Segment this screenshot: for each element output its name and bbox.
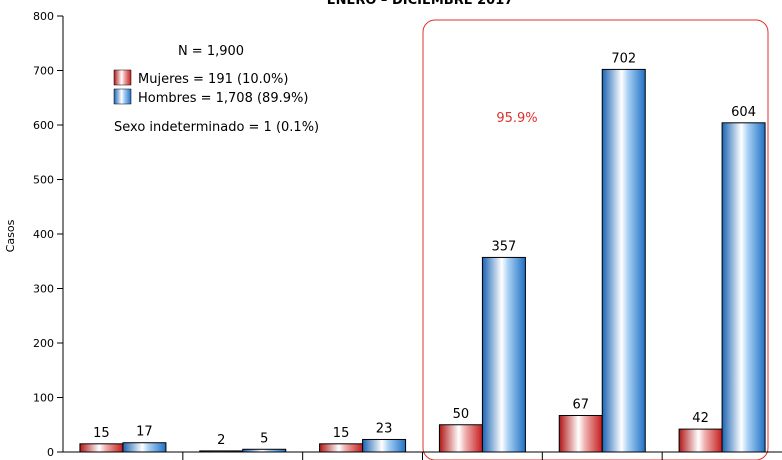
bar-labels: 15 2 15 50 67 42 17 5 23 357 702 604: [93, 51, 756, 448]
bar-label-hombres-3: 357: [492, 239, 517, 254]
bar-hombres-2: [362, 438, 407, 453]
bar-mujeres-5: [678, 428, 723, 453]
bar-label-hombres-2: 23: [376, 421, 393, 436]
bar-hombres-0: [122, 442, 167, 453]
y-ticks: 0 100 200 300 400 500 600 700 800: [33, 10, 63, 459]
bar-label-mujeres-3: 50: [453, 407, 470, 422]
total-annotation: N = 1,900: [178, 44, 244, 59]
y-tick-label: 700: [33, 65, 54, 78]
bar-label-mujeres-4: 67: [572, 397, 589, 412]
bar-label-hombres-0: 17: [136, 425, 153, 440]
legend-label-hombres: Hombres = 1,708 (89.9%): [138, 91, 308, 106]
y-tick-label: 800: [33, 10, 54, 23]
legend-swatch-hombres: [113, 88, 132, 105]
bar-label-mujeres-2: 15: [333, 426, 350, 441]
bar-hombres-1: [242, 448, 287, 453]
bar-label-mujeres-0: 15: [93, 426, 110, 441]
y-tick-label: 500: [33, 174, 54, 187]
y-tick-label: 400: [33, 228, 54, 241]
y-tick-label: 0: [47, 446, 54, 459]
bars: [79, 68, 766, 453]
bar-mujeres-1: [199, 450, 244, 453]
bar-label-hombres-4: 702: [611, 51, 636, 66]
y-tick-label: 600: [33, 119, 54, 132]
chart-title: ENERO – DICIEMBRE 2017: [327, 0, 514, 8]
highlight-percent: 95.9%: [496, 111, 537, 126]
y-axis-label: Casos: [4, 219, 17, 252]
bar-label-mujeres-5: 42: [692, 411, 709, 426]
bar-mujeres-4: [558, 414, 603, 453]
bar-label-hombres-5: 604: [731, 105, 756, 120]
bar-hombres-5: [721, 122, 766, 453]
bar-mujeres-2: [319, 443, 364, 453]
bar-mujeres-3: [438, 424, 483, 453]
legend-swatch-mujeres: [113, 69, 132, 86]
indeterminado-annotation: Sexo indeterminado = 1 (0.1%): [114, 120, 319, 135]
y-tick-label: 200: [33, 337, 54, 350]
bar-hombres-4: [601, 68, 646, 453]
bar-label-hombres-1: 5: [260, 431, 268, 446]
bar-hombres-3: [481, 256, 526, 453]
y-tick-label: 100: [33, 392, 54, 405]
bar-label-mujeres-1: 2: [217, 433, 225, 448]
y-tick-label: 300: [33, 283, 54, 296]
legend-label-mujeres: Mujeres = 191 (10.0%): [138, 72, 288, 87]
bar-mujeres-0: [79, 443, 124, 453]
x-ticks: [182, 452, 663, 460]
highlight-box: [422, 19, 769, 460]
